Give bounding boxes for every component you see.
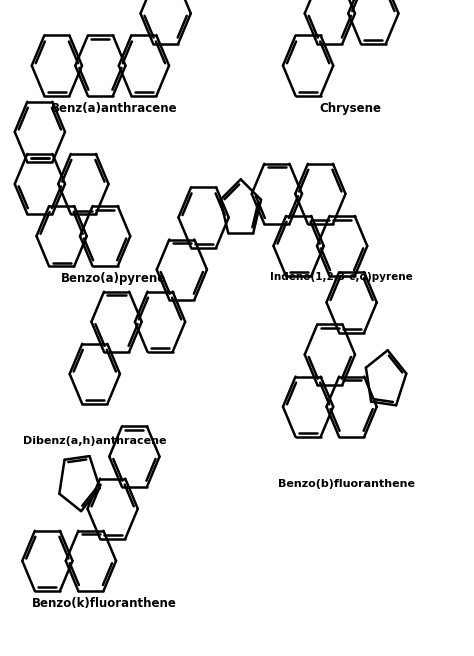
Text: Indeno(1,2,3-c,d)pyrene: Indeno(1,2,3-c,d)pyrene [270, 272, 413, 282]
Text: Chrysene: Chrysene [320, 102, 382, 115]
Text: Benzo(a)pyrene: Benzo(a)pyrene [61, 272, 166, 285]
Text: Benzo(b)fluoranthene: Benzo(b)fluoranthene [277, 479, 415, 489]
Text: Benzo(k)fluoranthene: Benzo(k)fluoranthene [32, 597, 177, 610]
Text: Benz(a)anthracene: Benz(a)anthracene [50, 102, 177, 115]
Text: Dibenz(a,h)anthracene: Dibenz(a,h)anthracene [23, 436, 166, 446]
